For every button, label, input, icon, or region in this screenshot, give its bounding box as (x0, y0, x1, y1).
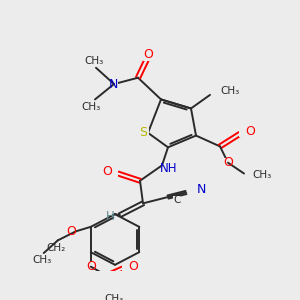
Text: O: O (223, 156, 233, 169)
Text: C: C (173, 195, 181, 205)
FancyBboxPatch shape (173, 196, 181, 203)
Text: CH₃: CH₃ (252, 170, 271, 180)
FancyBboxPatch shape (161, 164, 175, 172)
Text: H: H (106, 210, 114, 224)
FancyBboxPatch shape (239, 128, 249, 137)
FancyBboxPatch shape (191, 185, 201, 194)
Text: CH₃: CH₃ (81, 102, 101, 112)
Text: NH: NH (160, 162, 178, 175)
FancyBboxPatch shape (86, 262, 96, 271)
Text: CH₃: CH₃ (220, 86, 239, 96)
FancyBboxPatch shape (223, 158, 233, 167)
Text: CH₃: CH₃ (104, 294, 123, 300)
Text: N: N (108, 78, 118, 91)
FancyBboxPatch shape (143, 52, 153, 61)
FancyBboxPatch shape (137, 128, 149, 137)
Text: N: N (197, 183, 206, 196)
Text: O: O (128, 260, 138, 273)
Text: O: O (66, 225, 76, 238)
FancyBboxPatch shape (108, 168, 118, 177)
Text: O: O (245, 125, 255, 138)
Text: O: O (102, 165, 112, 178)
FancyBboxPatch shape (122, 263, 132, 272)
Text: CH₃: CH₃ (84, 56, 104, 67)
Text: CH₃: CH₃ (32, 255, 51, 265)
Text: S: S (139, 126, 147, 140)
FancyBboxPatch shape (108, 80, 118, 88)
Text: O: O (86, 260, 96, 273)
Text: CH₂: CH₂ (46, 243, 65, 253)
FancyBboxPatch shape (66, 227, 76, 236)
Text: O: O (143, 48, 153, 61)
FancyBboxPatch shape (105, 212, 115, 221)
